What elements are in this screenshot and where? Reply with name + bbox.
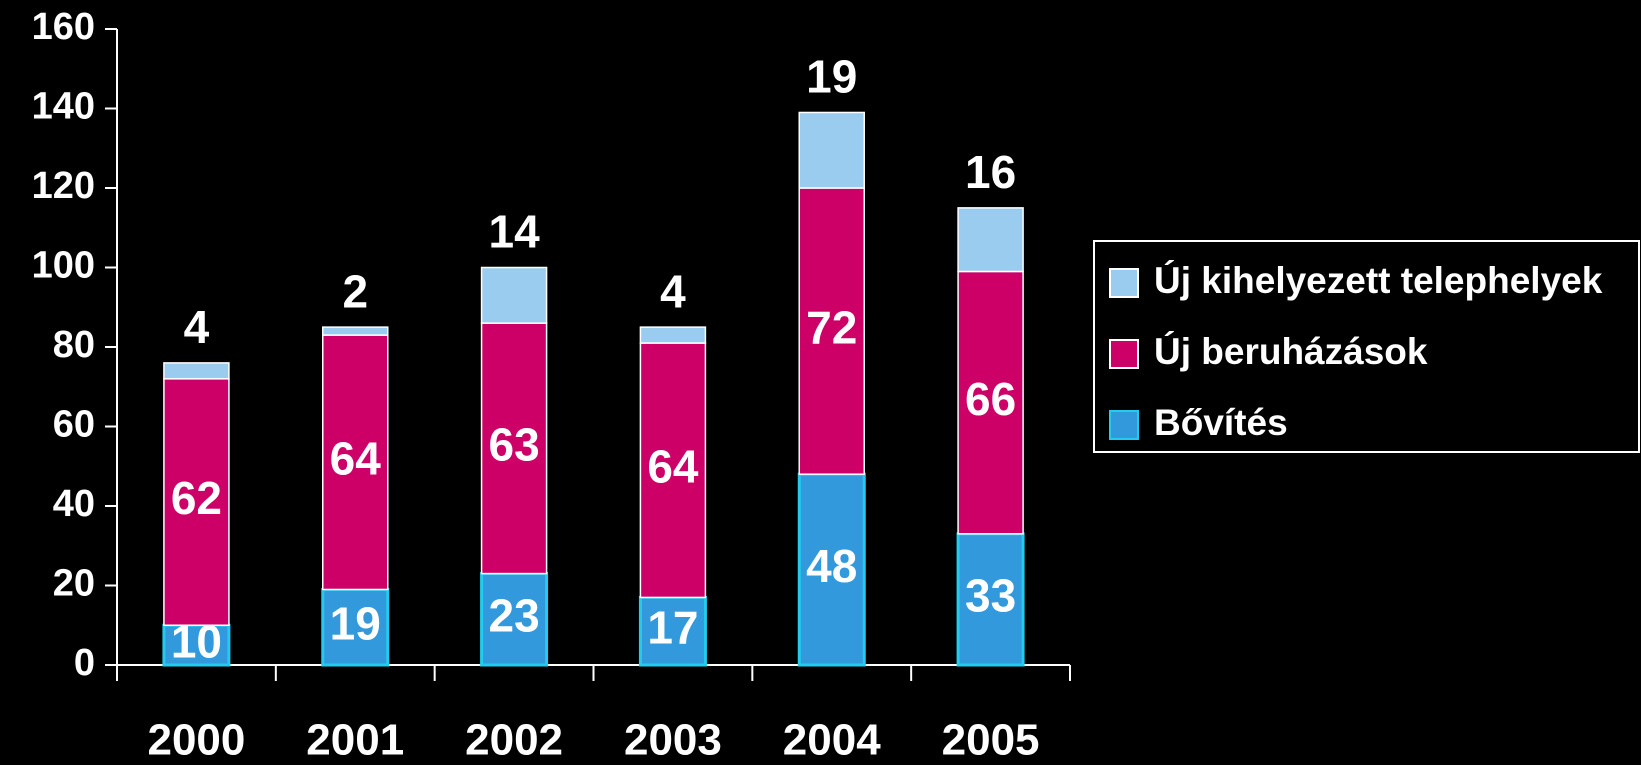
x-tick-label: 2004 (783, 716, 881, 765)
y-tick-label: 120 (32, 165, 95, 207)
value-label: 4 (660, 265, 686, 317)
value-label: 19 (330, 597, 381, 649)
y-tick-label: 160 (32, 6, 95, 48)
y-tick-label: 140 (32, 86, 95, 128)
legend-label: Új beruházások (1154, 330, 1428, 372)
bar-segment (638, 595, 707, 667)
y-tick-label: 100 (32, 245, 95, 287)
bar-segment (163, 378, 230, 626)
bar-segment (798, 111, 865, 189)
value-label: 23 (488, 589, 539, 641)
value-label: 33 (965, 570, 1016, 622)
x-tick-label: 2000 (147, 716, 245, 765)
value-label: 2 (342, 265, 368, 317)
y-tick-label: 40 (53, 483, 95, 525)
y-tick-label: 0 (74, 642, 95, 684)
legend-swatch (1109, 339, 1139, 369)
legend-swatch (1109, 268, 1139, 298)
legend-swatch (1109, 410, 1139, 440)
y-tick-label: 80 (53, 324, 95, 366)
value-label: 72 (806, 301, 857, 353)
value-label: 14 (488, 206, 540, 258)
bar-segment (639, 342, 707, 599)
bar-segment (957, 270, 1024, 535)
bar-segment (639, 326, 707, 344)
value-label: 63 (488, 419, 539, 471)
value-label: 66 (965, 373, 1016, 425)
y-tick-label: 20 (53, 563, 95, 605)
bar-segment (322, 326, 389, 336)
x-tick-label: 2001 (306, 716, 404, 765)
value-label: 17 (647, 601, 698, 653)
x-tick-label: 2003 (624, 716, 722, 765)
value-label: 64 (647, 440, 699, 492)
value-label: 64 (330, 432, 382, 484)
value-label: 4 (184, 301, 210, 353)
bar-segment (798, 187, 865, 475)
legend-label: Új kihelyezett telephelyek (1154, 259, 1603, 301)
legend-label: Bővítés (1154, 402, 1288, 443)
bar-segment (480, 266, 548, 324)
bar-segment (163, 362, 230, 380)
value-label: 62 (171, 472, 222, 524)
x-tick-label: 2002 (465, 716, 563, 765)
value-label: 19 (806, 51, 857, 103)
bar-segment (957, 207, 1024, 273)
x-tick-label: 2005 (942, 716, 1040, 765)
bar-segment (480, 322, 548, 575)
value-label: 48 (806, 540, 857, 592)
bar-segment (797, 472, 866, 667)
value-label: 16 (965, 146, 1016, 198)
y-tick-label: 60 (53, 404, 95, 446)
legend (1093, 240, 1640, 453)
